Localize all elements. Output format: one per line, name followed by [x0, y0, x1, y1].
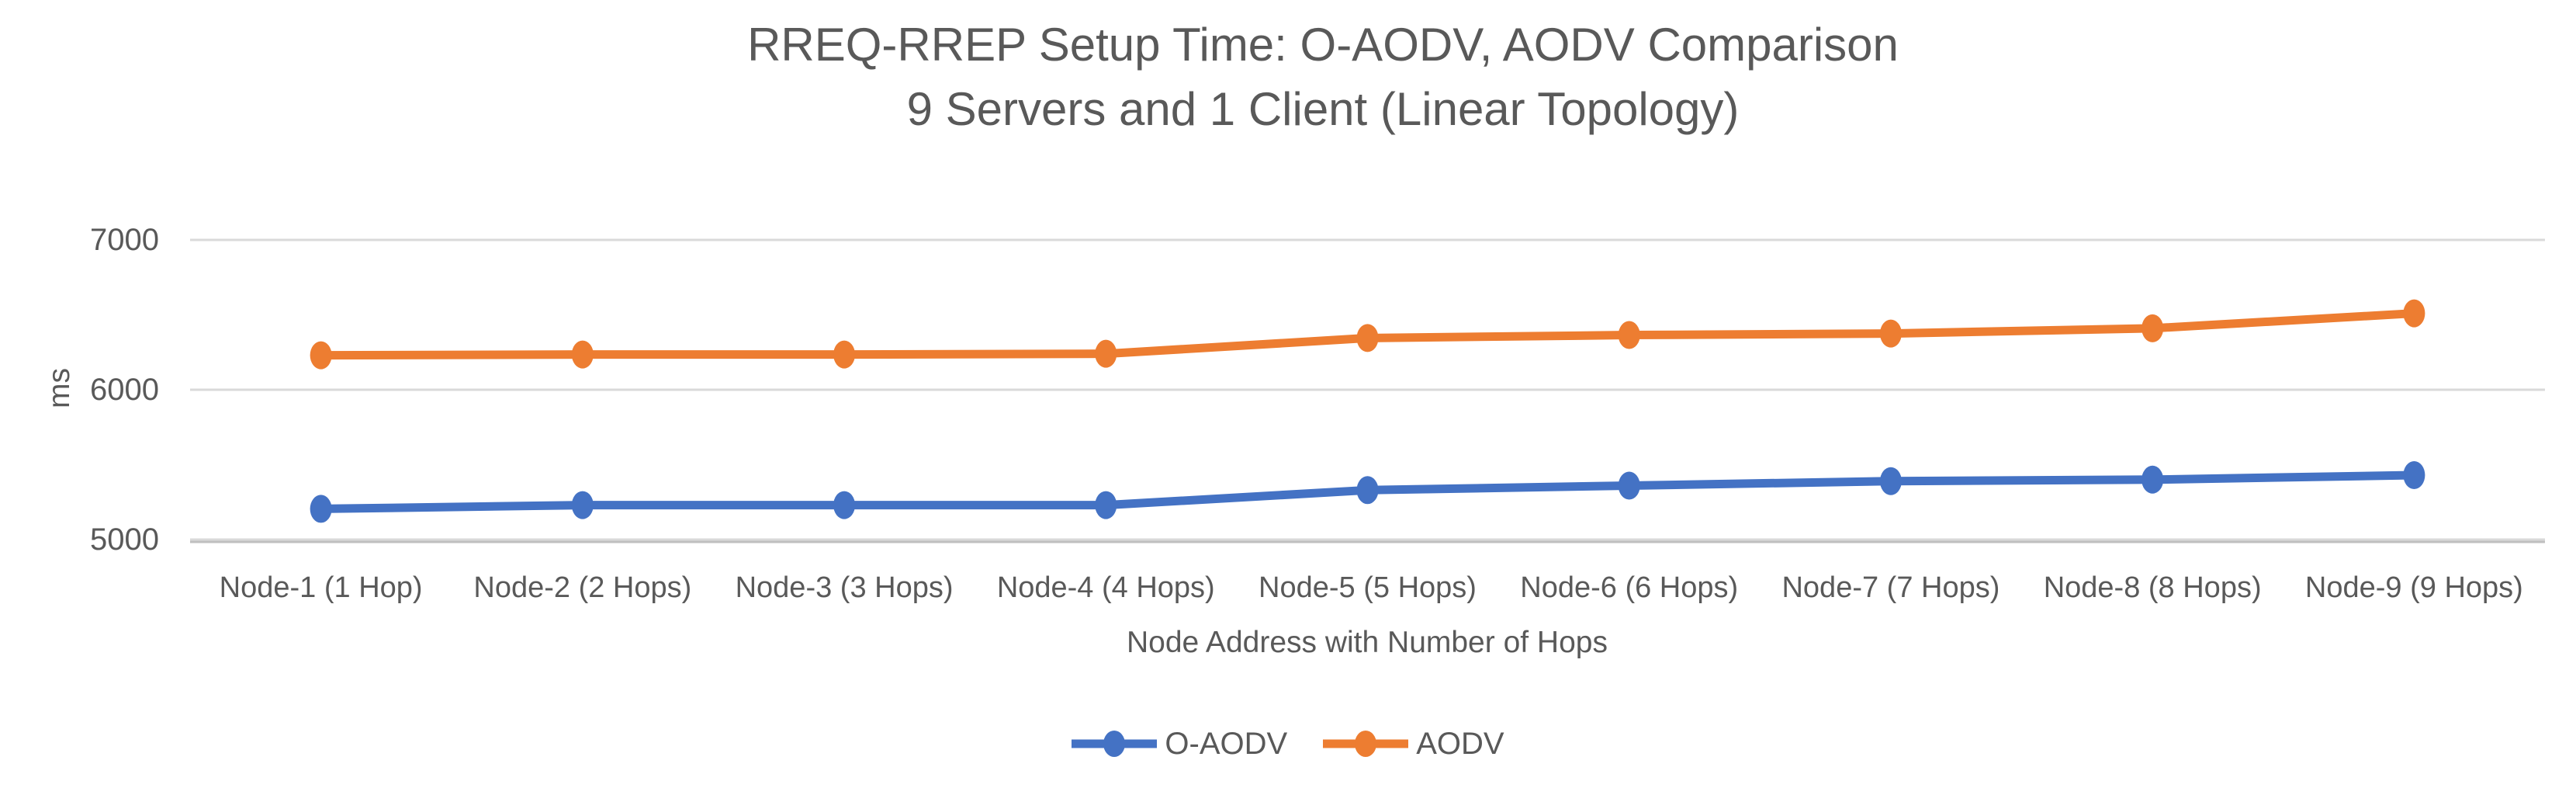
data-point-o-aodv	[833, 491, 856, 519]
data-point-aodv	[1356, 324, 1379, 352]
data-point-o-aodv	[2141, 465, 2164, 494]
x-axis-title: Node Address with Number of Hops	[1127, 626, 1608, 659]
data-point-aodv	[2141, 314, 2164, 342]
data-point-aodv	[1618, 321, 1640, 349]
data-point-aodv	[571, 340, 594, 369]
data-point-o-aodv	[310, 495, 332, 523]
legend-marker-aodv	[1323, 731, 1409, 757]
data-point-aodv	[833, 340, 856, 369]
data-point-aodv	[1095, 339, 1117, 368]
data-point-o-aodv	[1879, 467, 1902, 495]
chart-title-line1: RREQ-RREP Setup Time: O-AODV, AODV Compa…	[747, 19, 1899, 71]
chart-title-line2: 9 Servers and 1 Client (Linear Topology)	[906, 83, 1740, 135]
data-point-o-aodv	[2403, 461, 2425, 490]
data-point-o-aodv	[1356, 476, 1379, 505]
y-axis-title: ms	[43, 368, 76, 408]
data-point-o-aodv	[1618, 471, 1640, 500]
legend-label-aodv: AODV	[1416, 726, 1504, 761]
data-point-aodv	[2403, 299, 2425, 328]
legend-item-aodv: AODV	[1323, 727, 1504, 762]
data-point-aodv	[310, 341, 332, 370]
data-point-aodv	[1879, 319, 1902, 348]
legend: O-AODV AODV	[0, 720, 2576, 767]
legend-label-o-aodv: O-AODV	[1165, 726, 1288, 761]
chart-title: RREQ-RREP Setup Time: O-AODV, AODV Compa…	[35, 12, 2576, 141]
data-point-o-aodv	[571, 491, 594, 519]
data-point-o-aodv	[1095, 491, 1117, 519]
legend-marker-o-aodv	[1072, 731, 1158, 757]
legend-item-o-aodv: O-AODV	[1072, 727, 1287, 762]
